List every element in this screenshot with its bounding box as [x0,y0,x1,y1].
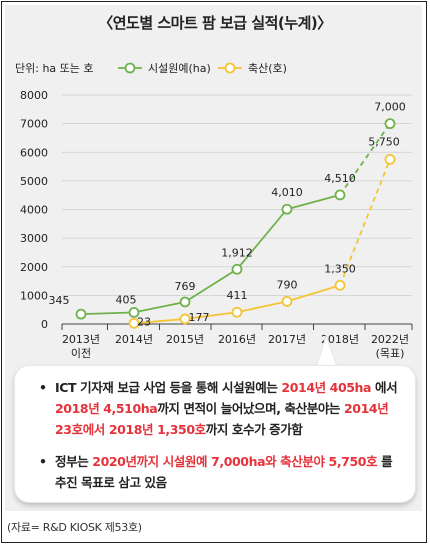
data-label: 1,912 [221,246,253,259]
body-text: 에서 [371,380,398,395]
data-point [231,263,243,275]
series-line-segment [286,284,341,303]
data-point [384,118,396,130]
body-text: ICT 기자재 보급 사업 등을 통해 시설원예는 [55,380,282,395]
data-point [75,308,87,320]
data-point [334,279,346,291]
x-tick-label: 2018년 [321,333,359,346]
series-line-segment [286,194,341,211]
highlight-text: 2018년 4,510ha [55,401,158,416]
x-tick-label: 2015년 [166,333,204,346]
body-text: 정부는 [55,454,93,469]
y-tick-label: 6000 [20,146,48,159]
body-text: 를 추진 목표로 삼고 있음 [55,454,393,490]
data-point [281,295,293,307]
callout-pointer [316,334,338,366]
data-label: 411 [227,289,248,302]
data-label: 769 [175,280,196,293]
data-point [281,203,293,215]
data-label: 23 [137,315,151,328]
x-tick-label: 이전 [71,347,91,360]
series-line-segment [184,268,238,303]
data-point [179,313,191,325]
series-line-segment [236,208,288,270]
bullet-dot: • [39,454,47,469]
data-label: 5,750 [368,135,400,148]
x-tick-label: 2022년 [371,333,409,346]
data-point [384,154,396,165]
data-point [128,307,140,318]
x-tick-label: 2013년 [62,333,100,346]
body-text: 까지 면적이 늘어났으며, 축산분야는 [157,401,344,416]
y-tick-label: 2000 [20,261,48,274]
y-tick-label: 4000 [20,204,48,217]
legend-marker [124,62,136,74]
data-label: 4,510 [324,172,356,185]
unit-label: 단위: ha 또는 호 [15,62,94,75]
highlight-text: 2014년 23호에서 2018년 1,350호 [55,401,389,437]
data-point [231,306,243,318]
legend-marker [224,62,236,74]
series-line-segment [184,311,238,320]
x-tick-label: (목표) [376,347,405,360]
x-tick-label: 2017년 [268,333,306,346]
legend-label: 축산(호) [248,62,287,75]
data-label: 405 [116,293,137,306]
body-text: 까지 호수가 증가함 [205,422,303,437]
y-tick-label: 0 [41,318,48,331]
data-label: 177 [189,311,210,324]
legend-label: 시설원예(ha) [148,62,211,75]
series-line-segment [133,301,186,314]
series-line-segment [236,300,288,314]
data-label: 1,350 [324,262,356,275]
x-tick-label: 2016년 [218,333,256,346]
x-tick-label: 2014년 [115,333,153,346]
y-tick-label: 7000 [20,118,48,131]
y-tick-label: 8000 [20,89,48,102]
data-label: 7,000 [374,101,406,114]
summary-callout: • ICT 기자재 보급 사업 등을 통해 시설원예는 2014년 405ha … [15,366,415,502]
series-line-segment [133,318,186,325]
y-tick-label: 1000 [20,289,48,302]
highlight-text: 2014년 405ha [281,380,372,395]
highlight-text: 2020년까지 시설원예 7,000ha와 축산분야 5,750호 [92,454,378,469]
summary-bullet-1: • ICT 기자재 보급 사업 등을 통해 시설원예는 2014년 405ha … [33,377,401,440]
source-note: (자료= R&D KIOSK 제53호) [7,521,142,534]
data-point [334,189,346,201]
series-line-segment [339,159,391,286]
data-label: 4,010 [271,186,303,199]
summary-bullet-2: • 정부는 2020년까지 시설원예 7,000ha와 축산분야 5,750호 … [33,451,401,493]
series-line-segment [339,123,391,196]
data-label: 345 [49,294,70,307]
data-point [179,296,191,308]
chart-title: 〈연도별 스마트 팜 보급 실적(누계)〉 [98,14,332,32]
line-chart: 0 1000 2000 3000 4000 5000 6000 7000 8000 2013년이전… [15,62,413,366]
data-label: 790 [277,278,298,291]
series-line-segment [80,311,135,316]
bullet-2-text: 정부는 2020년까지 시설원예 7,000ha와 축산분야 5,750호 를 … [55,454,393,490]
y-tick-label: 5000 [20,175,48,188]
bullet-dot: • [39,380,47,395]
y-tick-label: 3000 [20,232,48,245]
bullet-1-text: ICT 기자재 보급 사업 등을 통해 시설원예는 2014년 405ha 에서… [55,380,398,437]
data-point [128,317,140,329]
